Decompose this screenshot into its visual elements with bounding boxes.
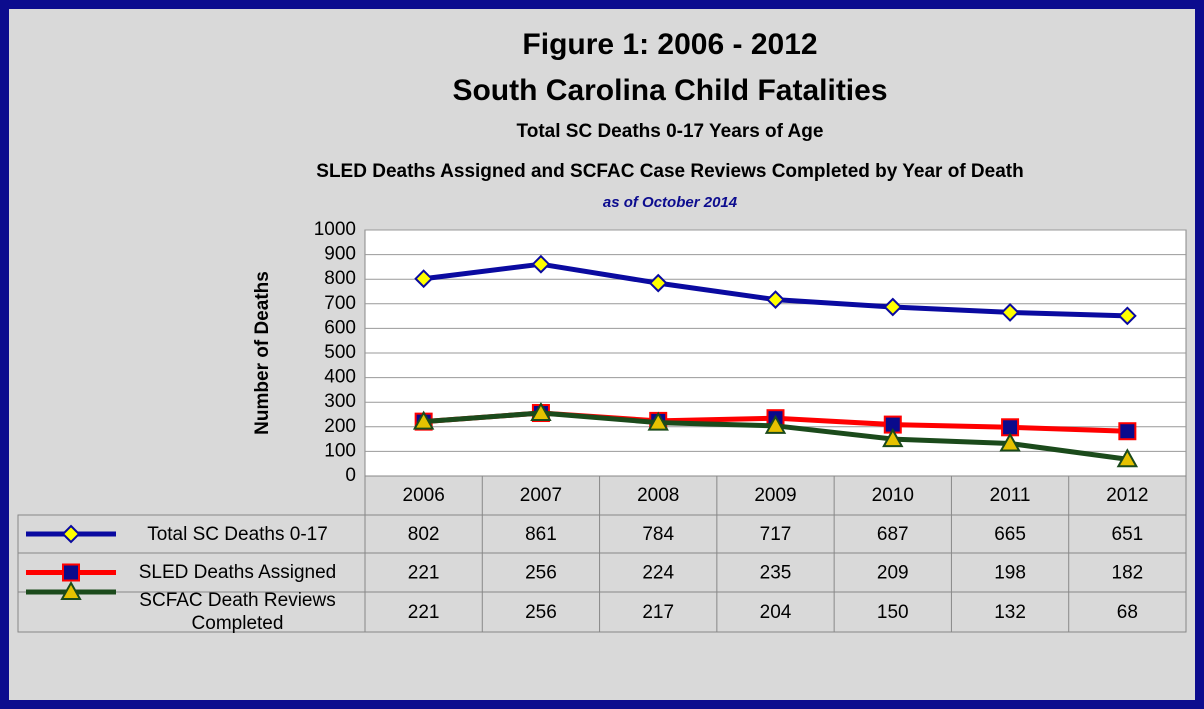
legend-label: SCFAC Death Reviews Completed — [139, 590, 336, 634]
table-value: 256 — [525, 602, 557, 623]
chart-subtitle: Total SC Deaths 0-17 Years of Age — [517, 121, 824, 142]
table-value: 235 — [760, 563, 792, 584]
table-value: 665 — [994, 524, 1026, 545]
data-point — [764, 414, 787, 434]
y-tick-label: 1000 — [314, 219, 356, 240]
table-value: 802 — [408, 524, 440, 545]
table-value: 209 — [877, 563, 909, 584]
data-point — [414, 269, 434, 289]
y-tick-label: 600 — [324, 317, 356, 338]
data-point — [1118, 422, 1137, 441]
legend-marker — [61, 524, 81, 544]
annotation: as of October 2014 — [603, 194, 738, 211]
table-value: 224 — [642, 563, 674, 584]
y-tick-label: 400 — [324, 367, 356, 388]
table-value: 182 — [1112, 563, 1144, 584]
table-value: 256 — [525, 563, 557, 584]
data-point — [412, 410, 435, 430]
y-tick-label: 300 — [324, 391, 356, 412]
y-tick-label: 100 — [324, 440, 356, 461]
table-value: 204 — [760, 602, 792, 623]
x-tick-label: 2009 — [754, 485, 796, 506]
data-point — [882, 428, 904, 448]
x-tick-label: 2010 — [872, 485, 914, 506]
table-value: 198 — [994, 563, 1026, 584]
table-value: 861 — [525, 524, 557, 545]
table-value: 221 — [408, 602, 440, 623]
data-point — [647, 411, 669, 431]
table-value: 217 — [642, 602, 674, 623]
x-tick-label: 2007 — [520, 485, 562, 506]
legend-marker — [60, 580, 82, 600]
x-tick-label: 2012 — [1106, 485, 1148, 506]
chart-title: Figure 1: 2006 - 2012 — [522, 28, 817, 61]
table-value: 651 — [1112, 524, 1144, 545]
x-tick-label: 2006 — [403, 485, 445, 506]
table-value: 221 — [408, 563, 440, 584]
y-axis-title: Number of Deaths — [252, 271, 273, 435]
chart-subtitle: SLED Deaths Assigned and SCFAC Case Revi… — [316, 161, 1023, 182]
data-point — [1000, 302, 1020, 322]
legend-marker — [62, 563, 80, 582]
table-value: 687 — [877, 524, 909, 545]
y-tick-label: 800 — [324, 268, 356, 289]
data-point — [531, 254, 551, 274]
table-value: 717 — [760, 524, 792, 545]
data-point — [1116, 448, 1139, 468]
data-point — [883, 297, 903, 317]
legend-label: SLED Deaths Assigned — [138, 562, 337, 583]
data-point — [766, 290, 785, 310]
y-tick-label: 200 — [324, 416, 356, 437]
table-value: 784 — [642, 524, 674, 545]
table-value: 150 — [877, 602, 909, 623]
y-tick-label: 900 — [324, 244, 356, 265]
data-point — [1117, 306, 1137, 326]
x-tick-label: 2008 — [637, 485, 679, 506]
data-point — [530, 401, 552, 422]
y-tick-label: 0 — [345, 465, 356, 486]
data-point — [999, 432, 1021, 452]
table-value: 132 — [994, 602, 1026, 623]
x-tick-label: 2011 — [990, 485, 1031, 506]
y-tick-label: 700 — [324, 293, 356, 314]
data-point — [648, 273, 668, 293]
table-value: 68 — [1117, 602, 1138, 623]
legend-label: Total SC Deaths 0-17 — [147, 523, 328, 545]
y-tick-label: 500 — [324, 342, 356, 363]
chart-title: South Carolina Child Fatalities — [452, 74, 887, 107]
